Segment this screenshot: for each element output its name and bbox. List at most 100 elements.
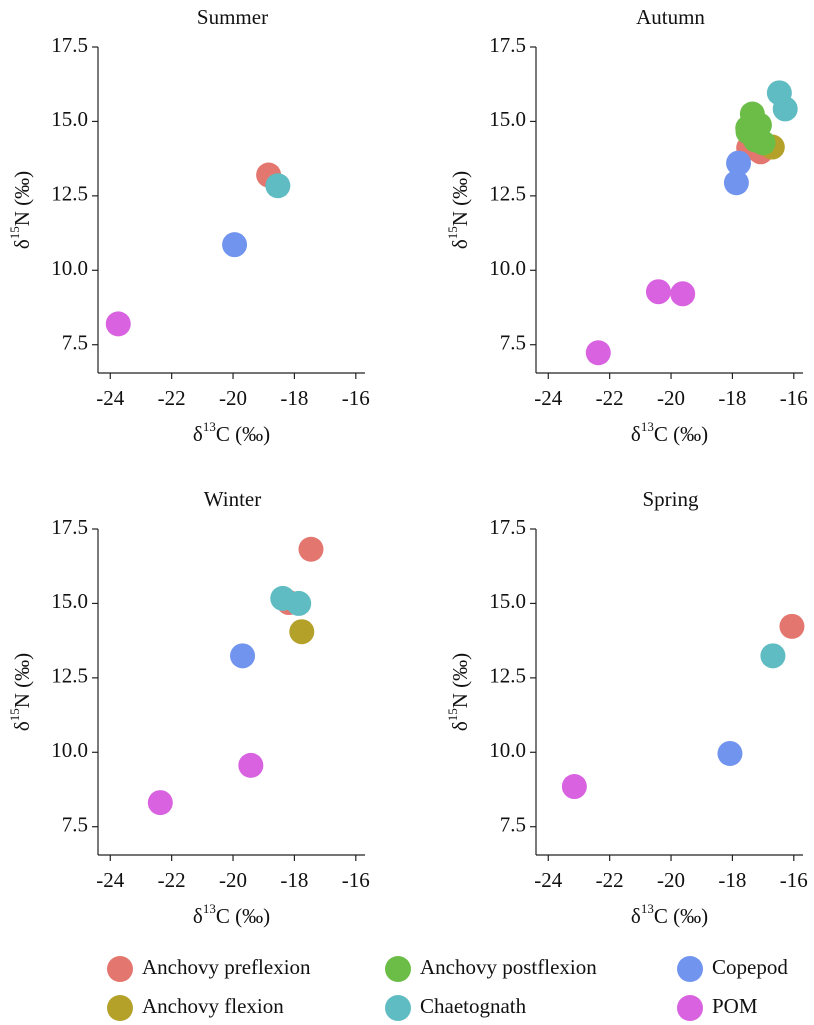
y-tick-label: 7.5 — [62, 813, 88, 837]
x-tick-label: -18 — [280, 868, 308, 892]
legend-label: Anchovy postflexion — [420, 955, 597, 979]
y-tick-label: 10.0 — [489, 738, 526, 762]
data-point — [286, 590, 312, 616]
label-part: δ — [448, 239, 472, 249]
legend-swatch — [385, 956, 411, 982]
data-point — [230, 643, 256, 669]
x-tick-label: -16 — [342, 386, 370, 410]
label-part: δ — [10, 239, 34, 249]
legend-label: Chaetognath — [420, 994, 527, 1018]
x-tick-label: -24 — [96, 868, 124, 892]
legend-label: Copepod — [712, 955, 788, 979]
y-tick-label: 17.5 — [51, 515, 88, 539]
x-tick-label: -22 — [596, 386, 624, 410]
y-tick-label: 10.0 — [51, 256, 88, 280]
data-point — [717, 740, 743, 766]
y-axis-label: δ15N (‰) — [445, 653, 471, 731]
x-tick-label: -20 — [657, 868, 685, 892]
x-axis-label: δ13C (‰) — [193, 901, 270, 927]
y-tick-label: 10.0 — [51, 738, 88, 762]
y-tick-label: 15.0 — [51, 107, 88, 131]
label-part: N (‰) — [10, 171, 34, 226]
x-axis-label: δ13C (‰) — [193, 419, 270, 445]
data-point — [723, 170, 749, 196]
legend-label: Anchovy flexion — [142, 994, 284, 1018]
label-part: 13 — [203, 419, 216, 434]
legend-swatch — [107, 956, 133, 982]
x-tick-label: -18 — [718, 868, 746, 892]
legend-label: Anchovy preflexion — [142, 955, 311, 979]
label-part: N (‰) — [10, 653, 34, 708]
label-part: N (‰) — [448, 171, 472, 226]
panel-title: Autumn — [636, 5, 705, 29]
label-part: 13 — [641, 419, 654, 434]
y-tick-label: 12.5 — [51, 182, 88, 206]
y-tick-label: 12.5 — [489, 182, 526, 206]
x-tick-label: -16 — [780, 868, 808, 892]
legend-swatch — [385, 995, 411, 1021]
x-tick-label: -24 — [534, 386, 562, 410]
label-part: C (‰) — [216, 422, 270, 446]
data-point — [298, 536, 324, 562]
data-point — [265, 173, 291, 199]
y-tick-label: 17.5 — [489, 515, 526, 539]
label-part: 15 — [445, 708, 460, 721]
x-tick-label: -24 — [96, 386, 124, 410]
label-part: 15 — [7, 226, 22, 239]
x-tick-label: -20 — [219, 386, 247, 410]
x-tick-label: -22 — [158, 386, 186, 410]
x-tick-label: -22 — [158, 868, 186, 892]
data-point — [726, 150, 752, 176]
x-axis-label: δ13C (‰) — [631, 901, 708, 927]
label-part: 13 — [641, 901, 654, 916]
label-part: C (‰) — [654, 422, 708, 446]
label-part: δ — [448, 721, 472, 731]
panel-title: Winter — [204, 487, 261, 511]
data-point — [760, 643, 786, 669]
data-point — [147, 790, 173, 816]
data-point — [289, 619, 315, 645]
panel-title: Summer — [197, 5, 268, 29]
label-part: δ — [631, 422, 641, 446]
y-tick-label: 15.0 — [489, 107, 526, 131]
y-axis-label: δ15N (‰) — [445, 171, 471, 249]
y-tick-label: 17.5 — [51, 33, 88, 57]
data-point — [222, 232, 248, 258]
data-point — [105, 311, 131, 337]
x-tick-label: -24 — [534, 868, 562, 892]
label-part: δ — [193, 904, 203, 928]
label-part: δ — [631, 904, 641, 928]
label-part: δ — [10, 721, 34, 731]
data-point — [670, 281, 696, 307]
x-axis-label: δ13C (‰) — [631, 419, 708, 445]
legend-label: POM — [712, 994, 758, 1018]
y-tick-label: 17.5 — [489, 33, 526, 57]
x-tick-label: -18 — [280, 386, 308, 410]
y-axis-label: δ15N (‰) — [7, 653, 33, 731]
data-point — [561, 774, 587, 800]
label-part: 15 — [7, 708, 22, 721]
legend-swatch — [677, 995, 703, 1021]
label-part: 15 — [445, 226, 460, 239]
y-tick-label: 15.0 — [51, 589, 88, 613]
x-tick-label: -16 — [780, 386, 808, 410]
y-tick-label: 7.5 — [500, 331, 526, 355]
x-tick-label: -20 — [219, 868, 247, 892]
x-tick-label: -18 — [718, 386, 746, 410]
label-part: C (‰) — [216, 904, 270, 928]
y-tick-label: 7.5 — [62, 331, 88, 355]
y-tick-label: 7.5 — [500, 813, 526, 837]
y-tick-label: 10.0 — [489, 256, 526, 280]
data-point — [645, 279, 671, 305]
legend-swatch — [677, 956, 703, 982]
y-tick-label: 12.5 — [489, 664, 526, 688]
data-point — [585, 340, 611, 366]
data-point — [779, 613, 805, 639]
x-tick-label: -16 — [342, 868, 370, 892]
y-tick-label: 15.0 — [489, 589, 526, 613]
label-part: δ — [193, 422, 203, 446]
data-point — [238, 752, 264, 778]
panel-title: Spring — [642, 487, 699, 511]
data-point — [772, 96, 798, 122]
